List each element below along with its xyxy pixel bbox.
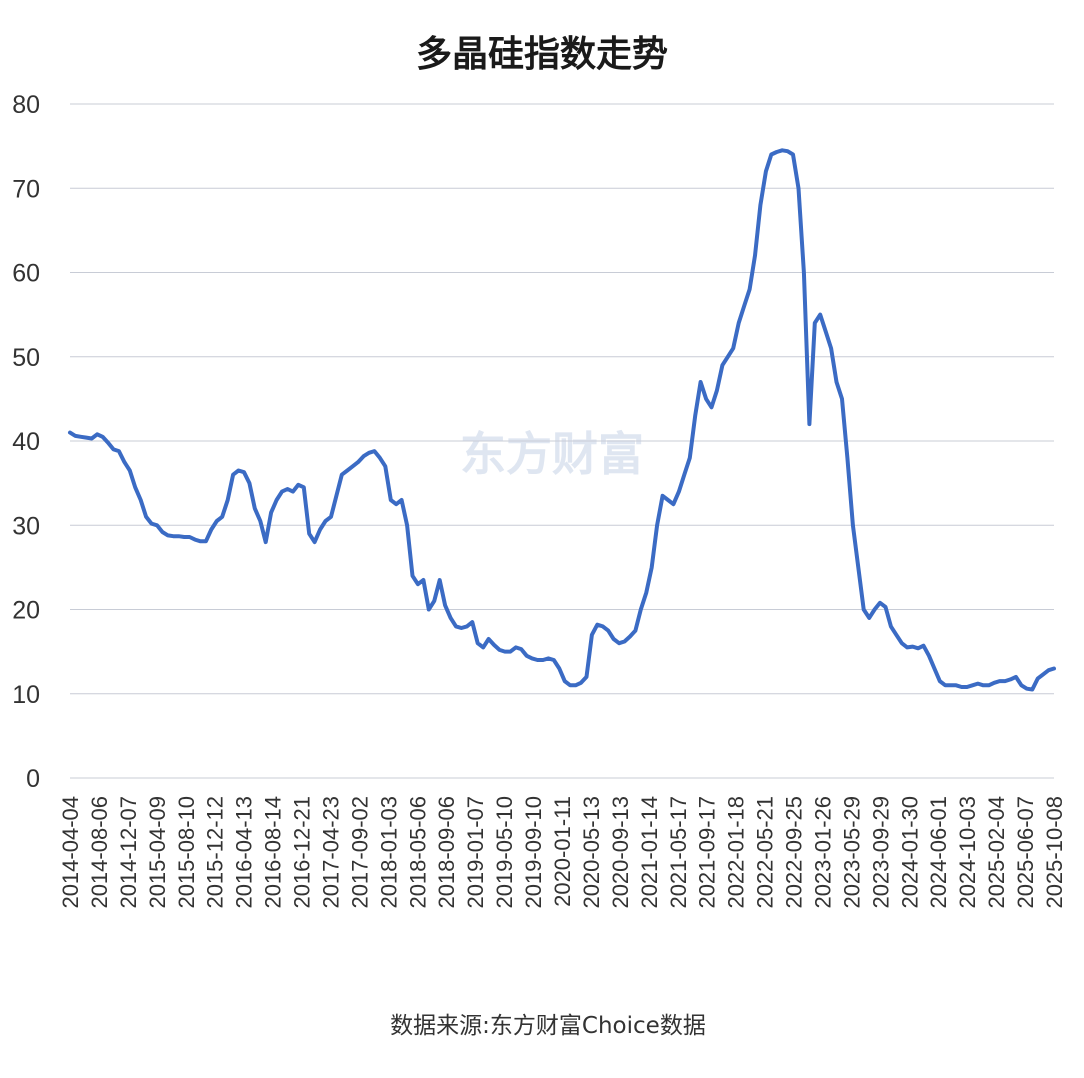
watermark-text: 东方财富	[460, 427, 644, 481]
x-tick-label: 2021-05-17	[666, 796, 691, 909]
x-tick-label: 2016-08-14	[261, 796, 286, 909]
gridlines	[70, 103, 1054, 779]
x-tick-label: 2023-09-29	[868, 796, 893, 909]
x-tick-label: 2024-10-03	[955, 796, 980, 909]
y-tick-label: 0	[26, 765, 40, 793]
x-tick-label: 2015-08-10	[174, 796, 199, 909]
x-tick-label: 2014-08-06	[87, 796, 112, 909]
x-tick-label: 2015-12-12	[203, 796, 228, 909]
x-tick-label: 2022-05-21	[753, 796, 778, 909]
y-tick-label: 70	[12, 175, 40, 203]
x-tick-label: 2019-01-07	[463, 796, 488, 909]
series-line	[68, 148, 1056, 692]
x-tick-label: 2017-09-02	[347, 796, 372, 909]
x-tick-label: 2014-04-04	[58, 796, 83, 909]
x-tick-label: 2021-01-14	[637, 796, 662, 909]
x-tick-label: 2017-04-23	[318, 796, 343, 909]
x-tick-label: 2018-09-06	[434, 796, 459, 909]
x-tick-label: 2020-09-13	[608, 796, 633, 909]
x-tick-label: 2025-02-04	[984, 796, 1009, 909]
x-tick-label: 2024-06-01	[926, 796, 951, 909]
y-tick-label: 60	[12, 260, 40, 288]
y-tick-label: 10	[12, 681, 40, 709]
x-tick-label: 2025-10-08	[1042, 796, 1067, 909]
y-tick-label: 20	[12, 597, 40, 625]
x-tick-label: 2024-01-30	[897, 796, 922, 909]
x-tick-label: 2018-05-06	[405, 796, 430, 909]
x-tick-label: 2022-09-25	[782, 796, 807, 909]
y-tick-label: 80	[12, 91, 40, 119]
x-tick-label: 2021-09-17	[695, 796, 720, 909]
y-tick-label: 40	[12, 428, 40, 456]
series-group	[68, 148, 1056, 692]
x-tick-label: 2020-01-11	[550, 796, 575, 907]
x-tick-label: 2019-09-10	[521, 796, 546, 909]
y-tick-label: 30	[12, 512, 40, 540]
y-axis: 0 10 20 30 40 50 60 70 80	[12, 91, 40, 793]
x-tick-label: 2018-01-03	[376, 796, 401, 909]
x-tick-label: 2025-06-07	[1013, 796, 1038, 909]
x-tick-label: 2022-01-18	[724, 796, 749, 909]
x-tick-label: 2014-12-07	[116, 796, 141, 909]
x-tick-label: 2019-05-10	[492, 796, 517, 909]
x-axis: 2014-04-04 2014-08-06 2014-12-07 2015-04-09…	[58, 796, 1067, 909]
source-note: 数据来源:东方财富Choice数据	[390, 1013, 706, 1039]
y-tick-label: 50	[12, 344, 40, 372]
x-tick-label: 2023-01-26	[810, 796, 835, 909]
x-tick-label: 2023-05-29	[839, 796, 864, 909]
x-tick-label: 2016-04-13	[232, 796, 257, 909]
x-tick-label: 2020-05-13	[579, 796, 604, 909]
x-tick-label: 2015-04-09	[145, 796, 170, 909]
x-tick-label: 2016-12-21	[290, 796, 315, 909]
chart-title: 多晶硅指数走势	[416, 34, 668, 75]
